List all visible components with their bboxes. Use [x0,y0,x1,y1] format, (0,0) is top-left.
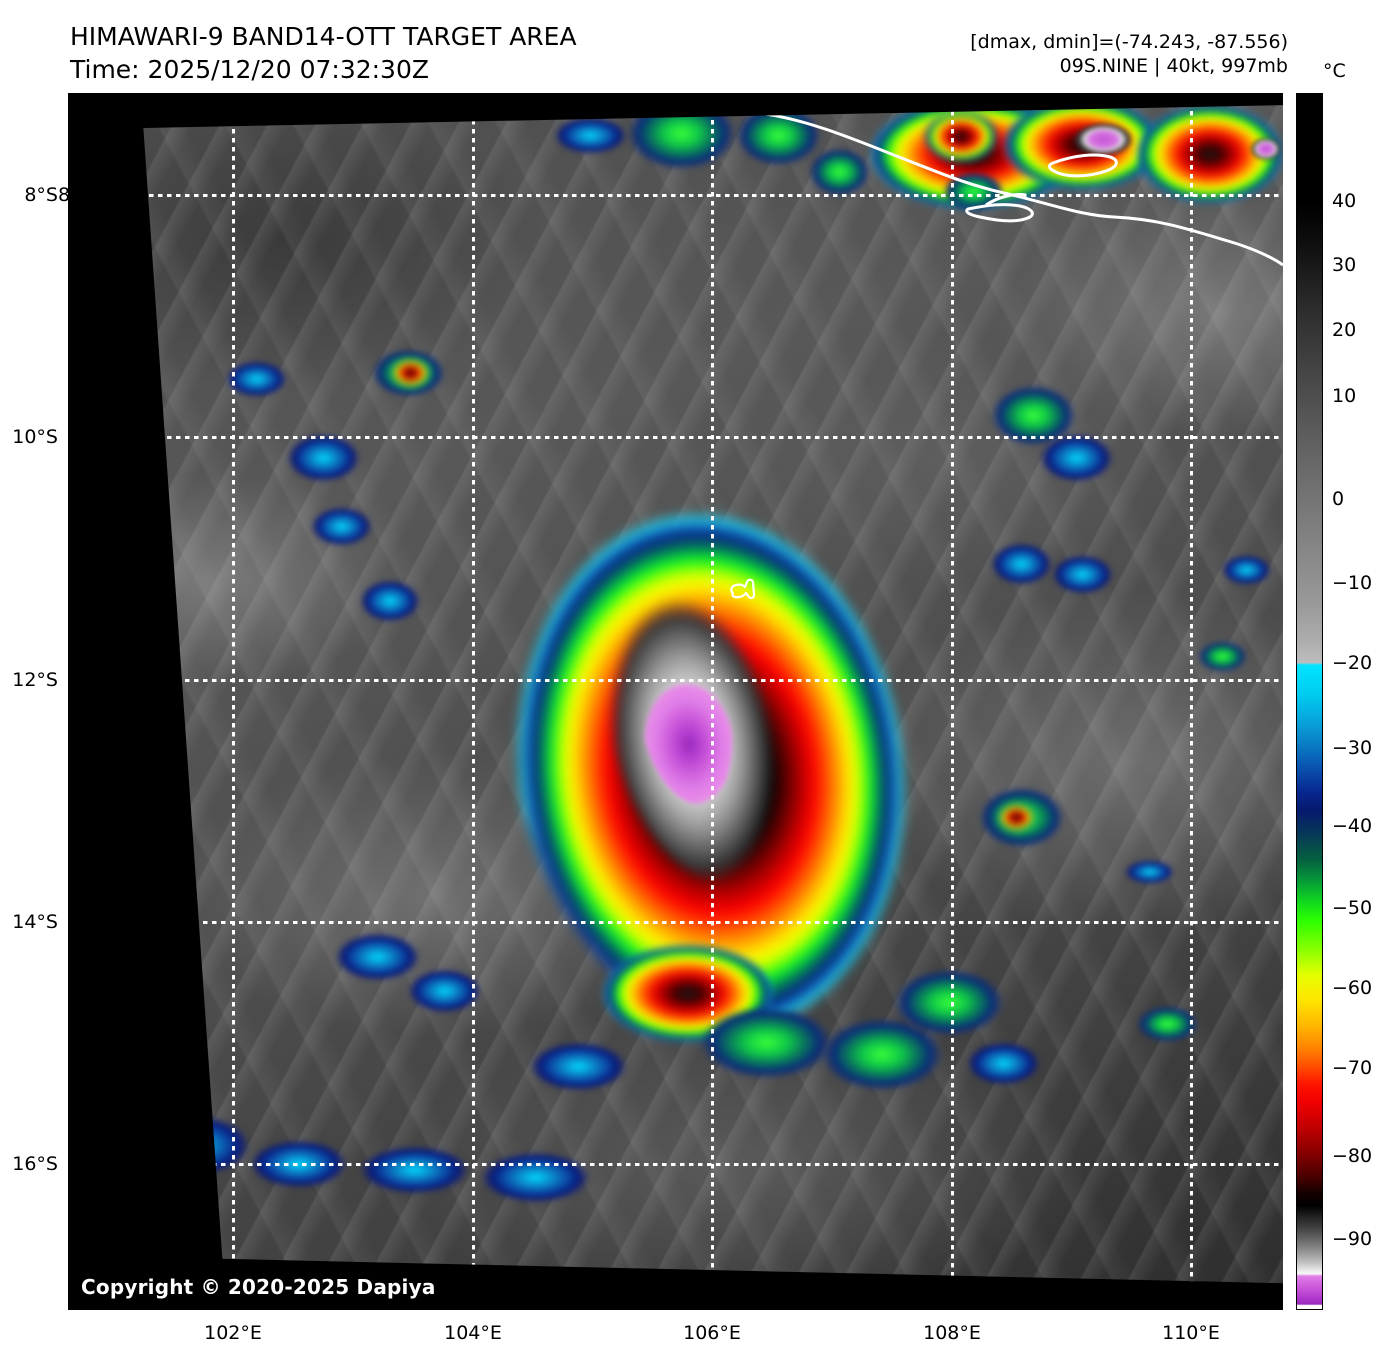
xtick-label: 104°E [444,1322,502,1344]
ytick-label-14s: 14°S [12,911,58,933]
gridline-lon-104 [472,93,475,1310]
convective-cell-cold-core [1072,122,1134,158]
cool-cloud-cell [1052,555,1113,595]
ytick-label-12s: 12°S [12,669,58,691]
cool-cloud-cell [408,969,482,1014]
cool-cloud-cell [529,1042,627,1091]
colorbar-tick-m90: −90 [1332,1228,1373,1250]
colorbar-tick-m60: −60 [1332,977,1373,999]
gridline-lon-102 [232,93,235,1310]
cool-cloud-cell [991,543,1053,585]
gridline-lon-108 [951,93,954,1310]
convective-cell [389,358,432,388]
cool-cloud-cell [1040,433,1113,483]
colorbar: 40 30 20 10 0 −10 −20 −30 −40 −50 −60 −7… [1296,93,1372,1310]
xtick-label: 110°E [1162,1322,1220,1344]
page-title: HIMAWARI-9 BAND14-OTT TARGET AREA [70,22,577,51]
colorbar-gradient [1296,93,1323,1310]
infrared-satellite-raster: Copyright © 2020-2025 Dapiya [68,93,1283,1310]
gridline-lat-12s [68,679,1283,682]
cool-cloud-cell [225,360,287,398]
cool-cloud-cell [1197,640,1247,673]
colorbar-tick-m50: −50 [1332,897,1373,919]
cool-cloud-cell [481,1151,591,1203]
convective-cell [997,802,1037,832]
cool-cloud-cell [894,969,1004,1037]
colorbar-tick-0: 0 [1332,488,1345,510]
cool-cloud-cell [1137,1005,1198,1043]
tropical-storm-symbol [730,578,756,600]
convective-cell [924,111,998,163]
colorbar-tick-m40: −40 [1332,815,1373,837]
colorbar-tick-m80: −80 [1332,1145,1373,1167]
cool-cloud-cell [359,1145,469,1195]
timestamp-label: Time: 2025/12/20 07:32:30Z [70,55,429,84]
colorbar-tick-m30: −30 [1332,737,1373,759]
colorbar-tick-20: 20 [1332,319,1357,341]
gridline-lat-14s [68,921,1283,924]
ytick-label-16s: 16°S [12,1153,58,1175]
gridline-lat-10s [68,436,1283,439]
cool-cloud-cell [699,1005,834,1079]
cool-cloud-cell [335,932,421,982]
title-block: HIMAWARI-9 BAND14-OTT TARGET AREA Time: … [70,20,577,86]
storm-info-label: 09S.NINE | 40kt, 997mb [1059,55,1288,77]
satellite-image-panel: Copyright © 2020-2025 Dapiya [68,93,1283,1310]
colorbar-tick-m10: −10 [1332,572,1373,594]
cool-cloud-cell [1222,555,1271,585]
gridline-lat-8s [68,194,1283,197]
data-range-label: [dmax, dmin]=(-74.243, -87.556) [970,31,1288,53]
cool-cloud-cell [967,1042,1040,1085]
colorbar-tick-m20: −20 [1332,652,1373,674]
colorbar-unit-label: °C [1323,60,1346,82]
gridline-lon-110 [1190,93,1193,1310]
ytick-label-8s: 8°S [24,184,58,206]
cool-cloud-cell [359,579,421,623]
xtick-label: 102°E [204,1322,262,1344]
header: HIMAWARI-9 BAND14-OTT TARGET AREA Time: … [0,0,1388,93]
colorbar-tick-10: 10 [1332,385,1357,407]
cool-cloud-cell [311,506,372,546]
metadata-block: [dmax, dmin]=(-74.243, -87.556) 09S.NINE… [970,30,1288,78]
cool-cloud-cell [286,433,360,483]
colorbar-tick-40: 40 [1332,190,1357,212]
cool-cloud-cell [809,147,870,197]
cool-cloud-cell [554,117,627,154]
colorbar-tick-m70: −70 [1332,1057,1373,1079]
copyright-label: Copyright © 2020-2025 Dapiya [68,1271,449,1304]
gridline-lon-106 [711,93,714,1310]
graticule [68,93,1283,1310]
xtick-label: 106°E [683,1322,741,1344]
colorbar-tick-30: 30 [1332,254,1357,276]
xtick-label: 108°E [923,1322,981,1344]
cool-cloud-cell [1125,859,1174,885]
gridline-lat-16s [68,1163,1283,1166]
ytick-label-10s: 10°S [12,426,58,448]
convective-cell-cold-core [1250,136,1282,162]
